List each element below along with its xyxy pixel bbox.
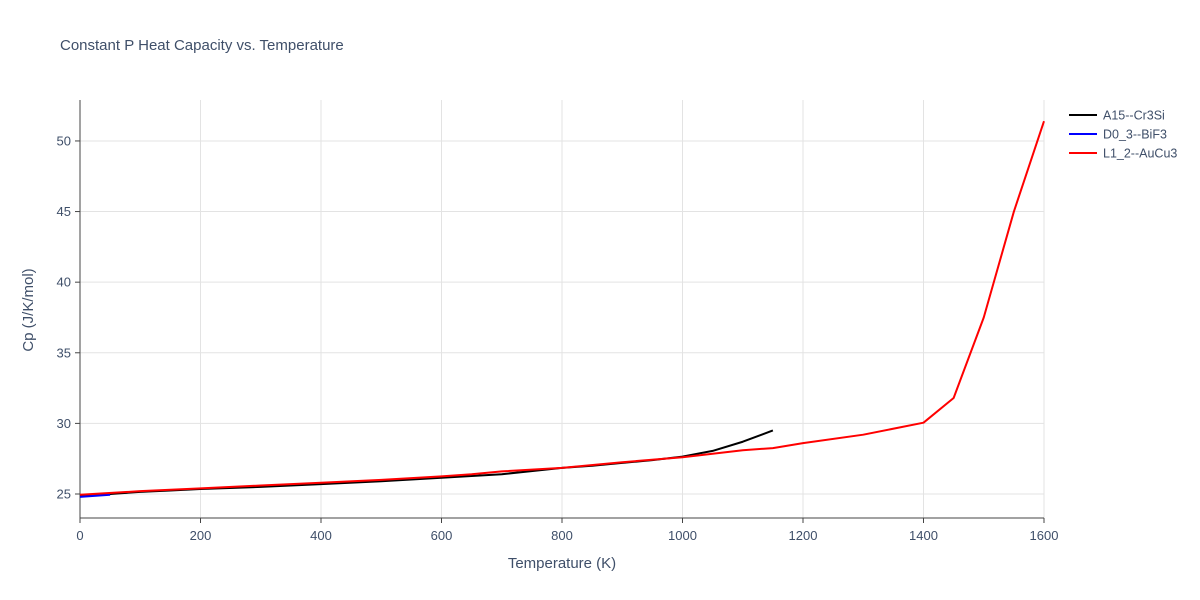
- legend-label: L1_2--AuCu3: [1103, 147, 1177, 161]
- series-line-1: [79, 493, 111, 498]
- legend-label: D0_3--BiF3: [1103, 128, 1167, 142]
- x-tick-label: 1200: [789, 528, 818, 543]
- series-layer: [79, 120, 1045, 498]
- x-tick-label: 1000: [668, 528, 697, 543]
- x-tick-label: 800: [551, 528, 573, 543]
- y-axis-title: Cp (J/K/mol): [20, 268, 37, 351]
- x-tick-label: 1400: [909, 528, 938, 543]
- y-tick-label: 45: [57, 204, 71, 219]
- y-tick-label: 35: [57, 345, 71, 360]
- chart-title: Constant P Heat Capacity vs. Temperature: [60, 37, 344, 54]
- legend: A15--Cr3Si D0_3--BiF3 L1_2--AuCu3: [1069, 109, 1177, 161]
- grid: [80, 100, 1045, 518]
- series-line-2: [79, 120, 1045, 496]
- legend-label: A15--Cr3Si: [1103, 109, 1165, 123]
- x-tick-label: 600: [431, 528, 453, 543]
- y-tick-label: 30: [57, 416, 71, 431]
- y-tick-label: 40: [57, 275, 71, 290]
- series-line-0: [79, 429, 774, 498]
- y-tick-label: 25: [57, 486, 71, 501]
- x-tick-label: 0: [76, 528, 83, 543]
- axes: 0 200 400 600 800 1000 1200 1400 1600 25 30 35 40 45 5…: [57, 100, 1059, 543]
- x-tick-label: 200: [190, 528, 212, 543]
- x-axis-title: Temperature (K): [508, 555, 616, 572]
- x-tick-label: 1600: [1030, 528, 1059, 543]
- x-tick-label: 400: [310, 528, 332, 543]
- y-tick-label: 50: [57, 133, 71, 148]
